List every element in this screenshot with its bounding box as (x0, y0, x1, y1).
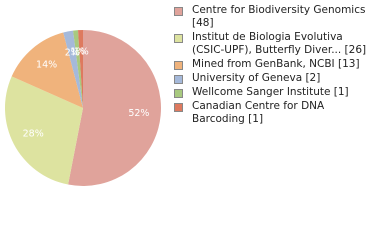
slice-label: 52% (128, 108, 149, 119)
legend-swatch (174, 7, 183, 16)
legend-label: Mined from GenBank, NCBI [13] (192, 58, 360, 70)
pie-slice (78, 30, 83, 108)
slice-label: 14% (36, 60, 57, 71)
legend-entry: Canadian Centre for DNA Barcoding [1] (174, 100, 374, 126)
slice-label: 1% (70, 47, 85, 58)
pie-chart: 52% 28% 14% 2%1%1% (5, 30, 161, 186)
legend-label: Centre for Biodiversity Genomics [48] (192, 4, 366, 29)
pie-slice (73, 30, 83, 108)
legend-entry: Wellcome Sanger Institute [1] (174, 86, 374, 99)
legend-label: Canadian Centre for DNA Barcoding [1] (192, 100, 325, 125)
pie-slice (5, 76, 84, 185)
legend: Centre for Biodiversity Genomics [48] Ins… (174, 4, 374, 127)
slice-label: 2% (65, 47, 80, 58)
legend-entry: Centre for Biodiversity Genomics [48] (174, 4, 374, 30)
legend-swatch (174, 89, 183, 98)
pie-slice (68, 30, 161, 186)
legend-entry: Mined from GenBank, NCBI [13] (174, 58, 374, 71)
pie-slice (11, 32, 84, 108)
legend-label: Wellcome Sanger Institute [1] (192, 86, 349, 98)
legend-label: Institut de Biologia Evolutiva (CSIC-UPF… (192, 31, 367, 56)
pie-slice (63, 30, 83, 108)
legend-swatch (174, 61, 183, 70)
legend-entry: Institut de Biologia Evolutiva (CSIC-UPF… (174, 31, 374, 57)
legend-swatch (174, 75, 183, 84)
slice-label: 28% (23, 128, 44, 139)
legend-swatch (174, 103, 183, 112)
legend-label: University of Geneva [2] (192, 72, 321, 84)
legend-entry: University of Geneva [2] (174, 72, 374, 85)
legend-swatch (174, 34, 183, 43)
slice-label: 1% (74, 46, 89, 57)
